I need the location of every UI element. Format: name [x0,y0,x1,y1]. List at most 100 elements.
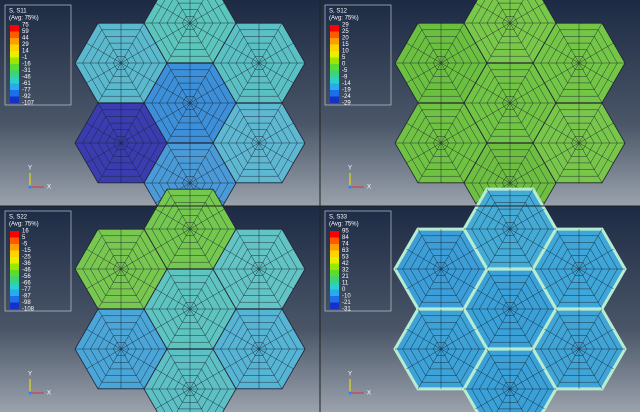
mesh-spoke [189,269,214,310]
mesh-spoke [578,103,603,144]
hex-part [532,102,626,184]
legend-level: 84 [342,235,349,241]
mesh-spoke [120,23,145,64]
legend-level: 53 [342,255,349,261]
mesh-spoke [97,142,122,183]
mesh-spoke [509,143,534,184]
legend-band [330,83,339,90]
mesh-spoke [440,328,476,350]
triad-y-label: Y [348,166,352,172]
mesh-spoke [509,102,545,124]
legend-level: -92 [22,94,31,100]
mesh-spoke [509,269,534,310]
legend-level: -29 [342,101,351,107]
legend-level: -15 [22,248,31,254]
legend-level: -46 [22,75,31,81]
mesh-spoke [496,0,511,24]
mesh-spoke [120,103,145,144]
legend-band [330,237,339,244]
legend-band [10,70,19,77]
legend-level: -77 [22,88,31,94]
mesh-spoke [417,348,442,389]
mesh-spoke [578,62,603,103]
mesh-spoke [440,309,465,350]
legend: S, S12(Avg: 75%)292520151050-5-9-14-19-2… [324,4,392,107]
legend-band [330,231,339,238]
legend-level: -107 [22,101,35,107]
mesh-spoke [555,62,580,103]
mesh-spoke [544,42,580,64]
legend-level: -77 [22,287,31,293]
mesh-spoke [224,328,260,350]
mesh-spoke [475,288,511,310]
mesh-spoke [440,122,476,144]
legend-band [330,96,339,103]
legend-band [10,237,19,244]
mesh-spoke [417,268,442,309]
mesh-spoke [440,62,465,103]
mesh-spoke [166,189,191,230]
mesh-spoke [189,208,225,230]
mesh-spoke [155,308,191,330]
mesh-spoke [120,142,145,183]
legend-box [4,4,72,106]
mesh-spoke [86,348,122,370]
legend-band [10,51,19,58]
mesh-spoke [189,288,225,310]
mesh-spoke [475,2,511,24]
mesh-spoke [417,142,442,183]
mesh-spoke [440,62,476,84]
legend-level: -25 [22,255,31,261]
legend-band [10,270,19,277]
mesh-spoke [555,229,580,270]
mesh-spoke [97,348,122,389]
mesh-spoke [189,228,214,269]
mesh-spoke [440,23,465,64]
legend-band [10,263,19,270]
mesh-spoke [417,23,442,64]
mesh-spoke [509,162,545,184]
mesh-spoke [189,2,225,24]
mesh-spoke [235,309,260,350]
mesh-spoke [475,162,511,184]
mesh-spoke [509,308,534,349]
mesh-spoke [475,22,511,44]
legend-box [324,210,392,312]
mesh-spoke [440,229,465,270]
hex-part [143,348,237,412]
hex-part [531,307,627,391]
mesh-spoke [440,268,465,309]
mesh-spoke [155,82,191,104]
legend-level: 0 [342,287,346,293]
mesh-spoke [224,42,260,64]
legend-level: -21 [342,300,351,306]
legend-level: 75 [22,23,29,29]
mesh-spoke [578,248,614,270]
result-panel: S, S11(Avg: 75%)7559442914-1-16-31-46-61… [0,0,320,224]
mesh-spoke [166,102,191,143]
mesh-spoke [97,62,122,103]
mesh-spoke [120,309,145,350]
legend-band [10,289,19,296]
legend-level: 10 [342,49,349,55]
legend-band [10,296,19,303]
mesh-spoke [578,142,603,183]
legend-title: S, S22 [9,215,28,221]
mesh-spoke [555,23,580,64]
mesh-spoke [509,228,545,250]
legend-band [330,257,339,264]
mesh-spoke [440,348,476,370]
mesh-spoke [120,268,145,309]
legend-band [10,31,19,38]
mesh-spoke [509,368,545,390]
mesh-spoke [544,62,580,84]
mesh-spoke [155,162,191,184]
mesh-spoke [578,62,614,84]
mesh-spoke [224,348,260,370]
mesh-spoke [258,229,283,270]
hex-part [212,22,306,104]
mesh-spoke [486,102,511,143]
mesh-spoke [189,368,225,390]
mesh-spoke [86,62,122,84]
mesh-spoke [166,269,191,310]
